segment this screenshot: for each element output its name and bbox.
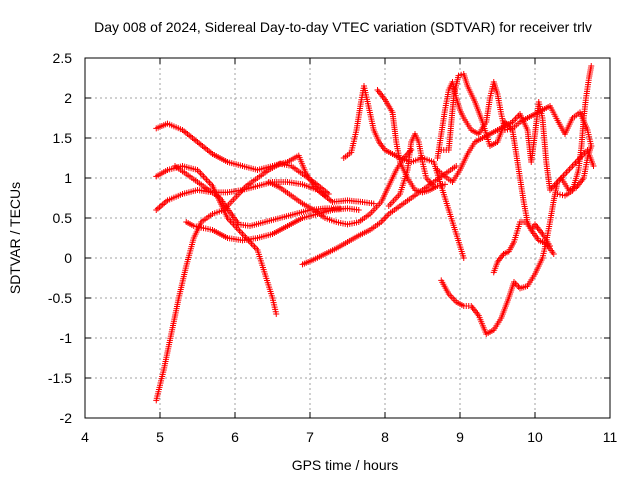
data-point xyxy=(430,183,437,189)
data-point xyxy=(588,143,595,149)
series-track-f xyxy=(172,163,343,229)
series-track-l xyxy=(434,79,595,161)
series-track-o xyxy=(438,143,595,337)
chart-title: Day 008 of 2024, Sidereal Day-to-day VTE… xyxy=(94,19,592,35)
y-tick-label: 1.5 xyxy=(53,130,73,146)
data-point xyxy=(588,63,595,69)
data-points xyxy=(153,63,597,404)
x-axis-label: GPS time / hours xyxy=(292,457,399,473)
y-axis-label: SDTVAR / TECUs xyxy=(7,182,23,294)
data-point xyxy=(460,255,467,261)
data-point xyxy=(458,71,465,78)
y-tick-label: 0 xyxy=(64,250,72,266)
series-track-m xyxy=(438,71,553,249)
x-tick-label: 7 xyxy=(306,429,314,445)
y-tick-label: -0.5 xyxy=(48,290,72,306)
y-tick-label: -1.5 xyxy=(48,370,72,386)
data-point xyxy=(590,163,597,169)
x-tick-labels: 4 5 6 7 8 9 10 11 xyxy=(81,429,617,445)
data-point xyxy=(370,200,377,207)
y-tick-label: 1 xyxy=(64,170,72,186)
y-tick-label: 2 xyxy=(64,90,72,106)
data-point xyxy=(442,181,448,188)
series-track-d xyxy=(153,160,332,404)
x-tick-label: 11 xyxy=(603,429,618,445)
data-point xyxy=(355,207,362,213)
x-tick-label: 5 xyxy=(156,429,164,445)
x-tick-label: 9 xyxy=(456,429,464,445)
series-track-q xyxy=(554,63,595,199)
series-track-j xyxy=(374,87,448,196)
data-point xyxy=(453,163,460,169)
data-point xyxy=(337,205,343,212)
data-point xyxy=(455,72,462,79)
x-tick-label: 6 xyxy=(231,429,239,445)
series-track-c xyxy=(153,179,328,213)
y-tick-label: 2.5 xyxy=(53,50,73,66)
x-tick-label: 8 xyxy=(381,429,389,445)
data-point xyxy=(273,311,280,317)
data-point xyxy=(325,191,332,197)
series-track-e xyxy=(183,205,362,244)
x-tick-label: 10 xyxy=(527,429,543,445)
x-tick-label: 4 xyxy=(81,429,89,445)
y-tick-label: -2 xyxy=(60,410,73,426)
series-track-k xyxy=(385,131,437,209)
y-tick-label: 0.5 xyxy=(53,210,73,226)
plot-frame xyxy=(84,57,611,419)
series-track-g xyxy=(265,147,415,228)
y-tick-label: -1 xyxy=(60,330,73,346)
data-point xyxy=(550,251,557,257)
series-track-p xyxy=(490,219,557,276)
y-tick-labels: -2 -1.5 -1 -0.5 0 0.5 1 1.5 2 2.5 xyxy=(48,50,72,426)
